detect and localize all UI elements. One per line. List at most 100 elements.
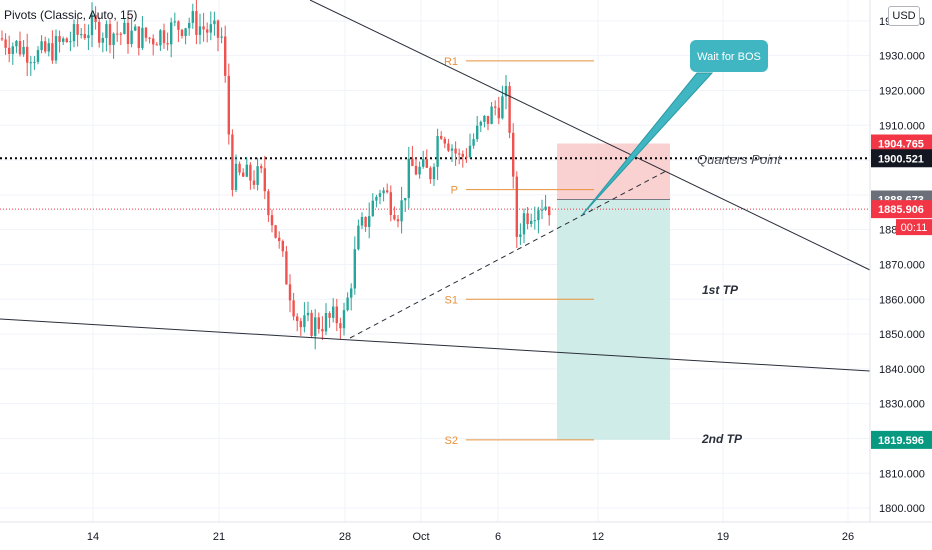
candle-body (80, 34, 83, 36)
candle-body (90, 15, 94, 36)
candle-body (26, 46, 29, 63)
candle-body (8, 47, 11, 55)
candle-body (299, 321, 302, 328)
candle-body (33, 61, 36, 63)
price-box-label: 1819.596 (878, 435, 924, 447)
candle-body (249, 164, 252, 181)
candle-body (530, 220, 533, 225)
candle-body (94, 15, 97, 22)
price-box-label: 1885.906 (878, 204, 924, 216)
candle-body (216, 20, 220, 38)
candle-body (483, 115, 486, 122)
candle-body (22, 46, 25, 55)
candle-body (425, 159, 428, 168)
candle-body (105, 24, 108, 38)
candle-body (252, 180, 256, 185)
candle-body (479, 121, 482, 126)
y-tick-label: 1910.000 (879, 120, 925, 132)
candle-body (465, 156, 468, 158)
candle-body (281, 241, 284, 252)
candle-body (368, 216, 371, 227)
candle-body (494, 106, 497, 108)
pivot-label-r1: R1 (444, 56, 458, 68)
candle-body (202, 26, 205, 30)
price-box-label: 1900.521 (878, 153, 924, 165)
pivot-levels: R1 P S1 S2 (0, 56, 870, 447)
candle-body (263, 168, 266, 192)
candle-body (396, 219, 400, 222)
candle-body (418, 166, 421, 175)
candle-body (180, 29, 184, 36)
currency-selector[interactable]: USD (888, 6, 920, 26)
candle-body (332, 306, 335, 318)
candle-body (296, 316, 299, 322)
candle-body (288, 284, 292, 301)
candle-body (256, 166, 259, 185)
candle-body (69, 41, 72, 43)
candle-body (375, 196, 378, 201)
candle-body (58, 36, 61, 42)
candle-body (144, 27, 148, 38)
candle-body (238, 163, 241, 173)
candle-body (515, 176, 518, 237)
x-tick-label: 19 (717, 531, 729, 543)
candle-body (134, 26, 137, 31)
candle-body (317, 317, 320, 329)
candle-body (476, 125, 479, 140)
candle-body (270, 215, 274, 226)
candle-body (450, 148, 454, 151)
candle-body (548, 206, 551, 216)
candle-body (195, 11, 198, 35)
candle-body (504, 86, 508, 97)
candle-body (519, 234, 522, 237)
candle-body (533, 220, 536, 222)
candle-body (11, 46, 14, 55)
candle-body (432, 166, 436, 180)
candle-body (364, 216, 367, 227)
candle-body (540, 209, 544, 211)
candle-body (306, 312, 310, 316)
candle-body (378, 193, 382, 197)
candle-body (400, 200, 403, 222)
candle-body (447, 143, 450, 151)
price-box (871, 430, 932, 449)
y-tick-label: 1860.000 (879, 294, 925, 306)
y-tick-label: 1870.000 (879, 259, 925, 271)
candle-body (155, 44, 158, 46)
candle-body (497, 107, 500, 119)
candle-body (40, 41, 43, 51)
candle-body (411, 158, 414, 166)
candlesticks (0, 0, 551, 350)
countdown-label: 00:11 (901, 222, 928, 234)
candle-body (389, 192, 392, 215)
candle-body (324, 313, 328, 332)
candle-body (152, 38, 155, 45)
countdown-box (896, 219, 932, 236)
candle-body (137, 26, 140, 48)
candle-body (461, 153, 464, 157)
candle-body (36, 50, 40, 62)
candle-body (47, 43, 50, 52)
callout-text: Wait for BOS (697, 51, 761, 63)
candle-body (126, 22, 130, 45)
candle-body (29, 62, 32, 64)
candle-body (119, 33, 122, 35)
price-box-label: 1904.765 (878, 138, 924, 150)
candle-body (274, 225, 277, 238)
candle-body (512, 132, 515, 177)
price-box (871, 149, 932, 168)
candle-body (310, 312, 313, 336)
trendlines (0, 0, 871, 372)
candle-body (148, 37, 151, 39)
rising-dashed-trendline (349, 169, 669, 339)
candle-body (18, 41, 22, 55)
candle-body (285, 251, 288, 285)
indicator-legend[interactable]: Pivots (Classic, Auto, 15) (4, 8, 138, 22)
candle-body (98, 21, 101, 43)
candle-body (360, 216, 364, 226)
descending-trendline (309, 0, 871, 271)
candle-body (260, 166, 263, 169)
price-box (871, 200, 932, 219)
pivot-label-s2: S2 (445, 435, 458, 447)
